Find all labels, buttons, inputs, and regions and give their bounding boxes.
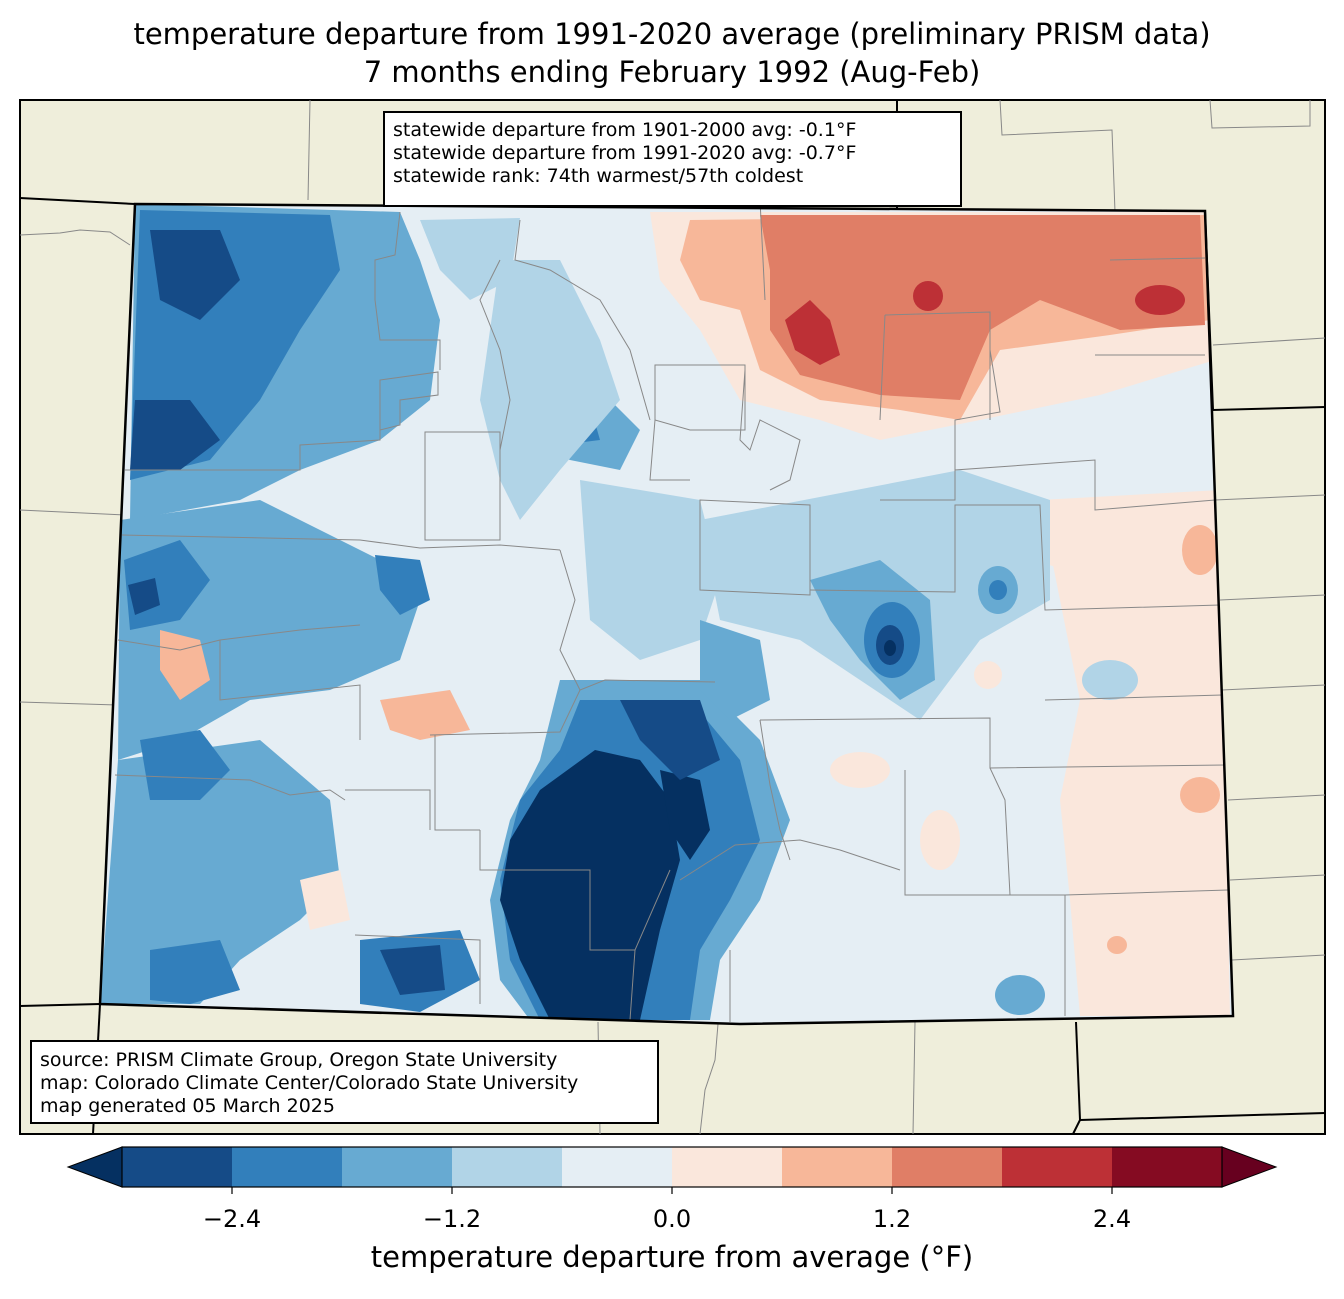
colorbar-segment [232,1147,342,1187]
colorbar-tick-label: −1.2 [422,1205,482,1233]
colorbar-segment [342,1147,452,1187]
map-title-line2: 7 months ending February 1992 (Aug-Feb) [363,55,981,89]
colorbar-over-triangle [1221,1146,1278,1188]
map-credit-line: map: Colorado Climate Center/Colorado St… [40,1072,579,1094]
colorbar-tick-label: 0.0 [652,1205,692,1233]
map-title-line1: temperature departure from 1991-2020 ave… [133,17,1211,51]
colorbar-segment [782,1147,892,1187]
colorbar-tick-label: 1.2 [872,1205,912,1233]
source-box: source: PRISM Climate Group, Oregon Stat… [30,1040,659,1124]
stats-line-1901-2000: statewide departure from 1901-2000 avg: … [393,119,857,141]
colorbar-tick-label: 2.4 [1092,1205,1132,1233]
colorbar-segment [892,1147,1002,1187]
stats-line-1991-2020: statewide departure from 1991-2020 avg: … [393,142,857,164]
colorbar-label: temperature departure from average (°F) [370,1240,974,1274]
temperature-field [100,204,1233,1024]
colorbar-segment [1002,1147,1112,1187]
colorbar-segment [122,1147,232,1187]
colorbar-segment [562,1147,672,1187]
colorbar-segment [672,1147,782,1187]
colorbar [66,1146,1278,1194]
colorbar-under-triangle [66,1146,123,1188]
colorbar-segment [452,1147,562,1187]
statewide-stats-box: statewide departure from 1901-2000 avg: … [383,111,962,207]
county-lines [114,204,1229,1022]
colorbar-segment [1112,1147,1222,1187]
source-line: source: PRISM Climate Group, Oregon Stat… [40,1049,558,1071]
colorbar-tick-label: −2.4 [202,1205,262,1233]
stats-line-rank: statewide rank: 74th warmest/57th coldes… [393,165,804,187]
colorado-border [98,202,1235,1026]
generated-date-line: map generated 05 March 2025 [40,1095,335,1117]
